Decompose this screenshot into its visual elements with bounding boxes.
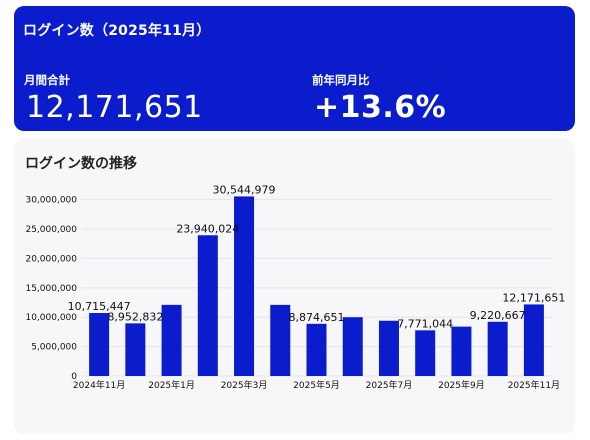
bar <box>197 235 218 376</box>
data-label: 30,544,979 <box>213 183 276 196</box>
y-tick-label: 30,000,000 <box>25 196 77 206</box>
bar <box>451 326 472 376</box>
bar <box>523 304 544 376</box>
y-tick-label: 20,000,000 <box>25 254 77 264</box>
x-tick-label: 2024年11月 <box>73 379 125 391</box>
login-bar-chart: 0 5,000,000 10,000,000 15,000,000 20,000,000… <box>25 183 565 391</box>
data-label: 8,952,832 <box>107 310 163 323</box>
data-label: 12,171,651 <box>502 291 565 304</box>
kpi-card: ログイン数（2025年11月） 月間合計 12,171,651 前年同月比 +1… <box>14 6 575 131</box>
bar <box>89 313 110 376</box>
bar <box>125 323 146 376</box>
bar <box>270 304 291 376</box>
yoy-label: 前年同月比 <box>312 73 370 87</box>
y-tick-label: 25,000,000 <box>25 225 77 235</box>
kpi-title: ログイン数（2025年11月） <box>23 23 211 39</box>
x-tick-label: 2025年11月 <box>508 379 560 391</box>
bar <box>487 321 508 376</box>
bar <box>161 304 182 376</box>
monthly-total-value: 12,171,651 <box>26 90 203 125</box>
chart-title: ログイン数の推移 <box>25 156 137 172</box>
x-tick-label: 2025年9月 <box>438 379 485 391</box>
data-label: 8,874,651 <box>289 311 345 324</box>
yoy-value: +13.6% <box>314 90 447 125</box>
bar <box>306 323 327 376</box>
y-tick-label: 5,000,000 <box>31 343 77 353</box>
bar <box>234 196 255 376</box>
data-label: 10,715,447 <box>68 300 131 313</box>
bar <box>342 317 363 376</box>
y-tick-label: 0 <box>71 372 77 382</box>
x-tick-label: 2025年1月 <box>148 379 195 391</box>
x-tick-label: 2025年7月 <box>366 379 413 391</box>
bar <box>378 320 399 376</box>
bar <box>415 330 436 376</box>
chart-card: ログイン数の推移 0 5,000,000 10,000,000 15,000,000 2… <box>14 139 575 434</box>
y-tick-label: 10,000,000 <box>25 313 77 323</box>
monthly-total-label: 月間合計 <box>24 73 70 87</box>
data-label: 23,940,024 <box>176 222 239 235</box>
y-tick-label: 15,000,000 <box>25 284 77 294</box>
data-label: 7,771,044 <box>397 317 453 330</box>
x-tick-label: 2025年5月 <box>293 379 340 391</box>
x-tick-label: 2025年3月 <box>221 379 268 391</box>
data-label: 9,220,667 <box>470 309 526 322</box>
